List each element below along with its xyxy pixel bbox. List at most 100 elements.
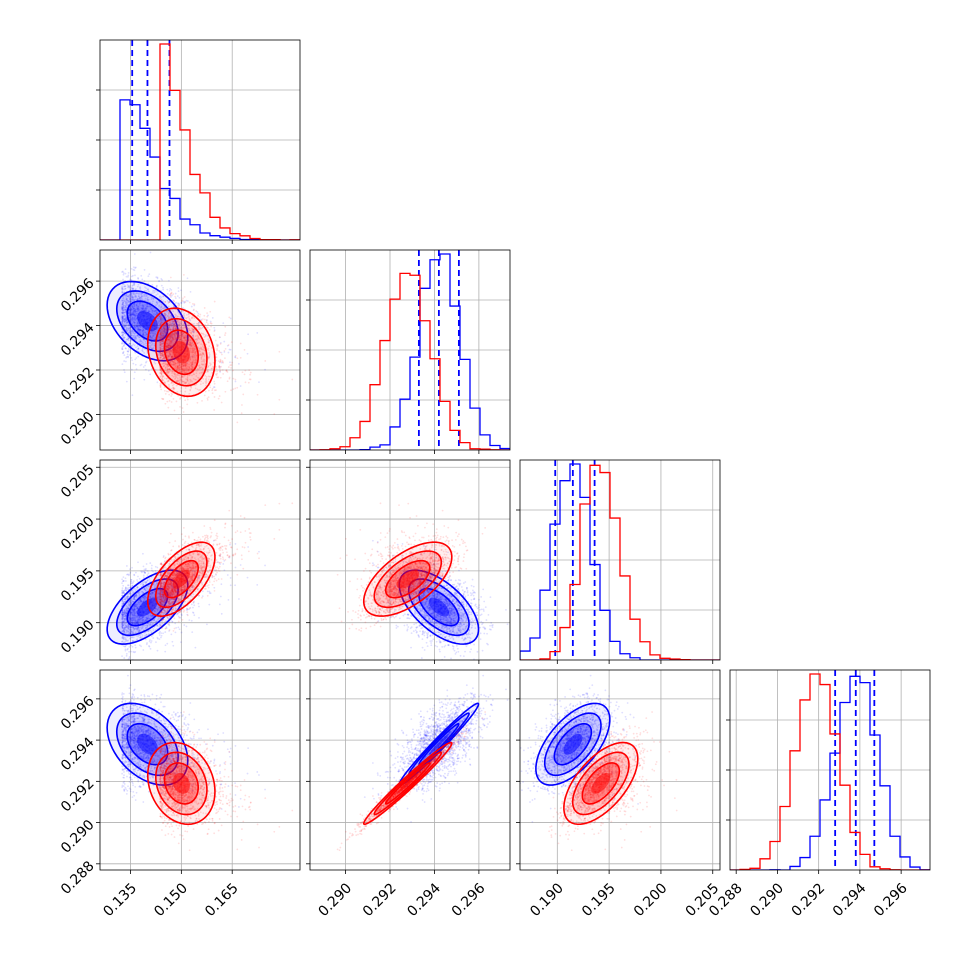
- sample-point: [148, 310, 151, 313]
- sample-point: [147, 298, 150, 301]
- sample-point: [142, 334, 145, 337]
- sample-point: [159, 336, 162, 339]
- sample-point: [155, 311, 158, 314]
- sample-point: [216, 343, 218, 346]
- sample-point: [174, 292, 177, 295]
- sample-point: [135, 346, 137, 349]
- sample-point: [146, 296, 149, 299]
- sample-point: [122, 301, 125, 304]
- sample-point: [121, 301, 124, 304]
- sample-point: [137, 307, 139, 309]
- sample-point: [124, 318, 127, 320]
- sample-point: [164, 324, 167, 327]
- sample-point: [209, 320, 212, 323]
- sample-point: [142, 347, 144, 350]
- sample-point: [121, 587, 124, 590]
- sample-point: [128, 312, 131, 314]
- sample-point: [149, 373, 152, 376]
- sample-point: [128, 316, 131, 319]
- sample-point: [222, 563, 225, 565]
- sample-point: [224, 334, 226, 336]
- sample-point: [228, 316, 231, 319]
- sample-point: [124, 308, 126, 311]
- sample-point: [170, 335, 172, 338]
- sample-point: [219, 351, 222, 354]
- sample-point: [171, 355, 173, 358]
- sample-point: [145, 300, 148, 303]
- sample-point: [135, 323, 138, 326]
- sample-point: [145, 333, 148, 336]
- sample-point: [170, 356, 173, 359]
- sample-point: [152, 313, 155, 316]
- sample-point: [121, 311, 123, 314]
- sample-point: [140, 296, 142, 299]
- sample-point: [165, 313, 167, 316]
- sample-point: [142, 329, 145, 331]
- sample-point: [143, 338, 146, 341]
- sample-point: [168, 399, 171, 402]
- sample-point: [136, 579, 138, 581]
- sample-point: [168, 300, 171, 303]
- sample-point: [183, 301, 186, 304]
- sample-point: [198, 321, 200, 324]
- sample-point: [156, 276, 159, 279]
- sample-point: [170, 633, 173, 636]
- sample-point: [131, 394, 134, 397]
- sample-point: [160, 388, 163, 391]
- sample-point: [171, 325, 173, 328]
- sample-point: [127, 286, 129, 289]
- sample-point: [121, 316, 123, 319]
- sample-point: [124, 317, 127, 320]
- sample-point: [126, 323, 128, 326]
- sample-point: [151, 297, 154, 299]
- sample-point: [121, 590, 123, 592]
- sample-point: [142, 304, 145, 307]
- sample-point: [256, 332, 259, 334]
- y-tick-label: 0.292: [58, 364, 98, 404]
- sample-point: [171, 640, 174, 643]
- sample-point: [121, 315, 124, 318]
- sample-point: [184, 335, 187, 337]
- sample-point: [203, 394, 206, 397]
- sample-point: [168, 324, 171, 326]
- sample-point: [125, 297, 128, 300]
- sample-point: [121, 317, 124, 320]
- sample-point: [208, 354, 211, 356]
- sample-point: [171, 294, 173, 297]
- sample-point: [150, 336, 153, 339]
- sample-point: [209, 310, 212, 313]
- sample-point: [166, 315, 169, 318]
- sample-point: [138, 293, 140, 296]
- sample-point: [130, 300, 133, 303]
- sample-point: [131, 330, 133, 332]
- sample-point: [133, 314, 135, 317]
- sample-point: [123, 343, 126, 346]
- sample-point: [121, 289, 124, 291]
- sample-point: [155, 304, 157, 307]
- sample-point: [247, 381, 250, 384]
- sample-point: [224, 325, 227, 328]
- sample-point: [151, 564, 153, 567]
- sample-point: [130, 578, 133, 581]
- sample-point: [126, 299, 129, 302]
- sample-point: [132, 309, 135, 312]
- sample-point: [236, 357, 239, 360]
- sample-point: [129, 313, 132, 316]
- sample-point: [131, 298, 133, 301]
- sample-point: [167, 355, 170, 357]
- sample-point: [174, 327, 177, 330]
- sample-point: [156, 277, 159, 280]
- sample-point: [134, 316, 136, 318]
- sample-point: [167, 279, 170, 282]
- sample-point: [204, 323, 206, 326]
- sample-point: [189, 291, 192, 293]
- sample-point: [152, 297, 155, 300]
- sample-point: [121, 303, 124, 306]
- sample-point: [207, 396, 210, 399]
- sample-point: [131, 296, 134, 299]
- sample-point: [198, 325, 200, 328]
- sample-point: [174, 297, 177, 300]
- sample-point: [127, 311, 130, 314]
- sample-point: [156, 636, 159, 639]
- sample-point: [220, 365, 223, 368]
